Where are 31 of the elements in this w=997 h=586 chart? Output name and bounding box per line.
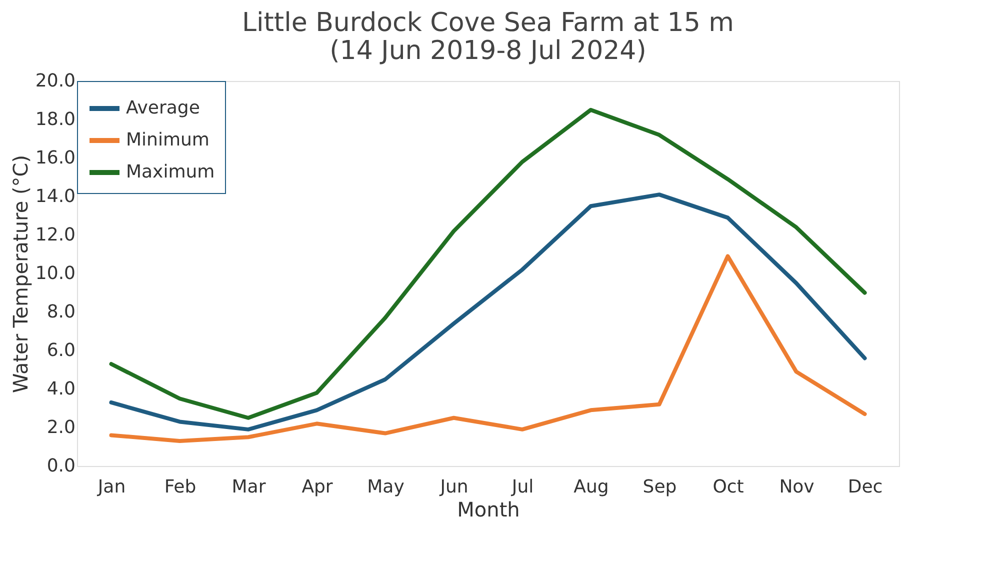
x-tick-label: Dec xyxy=(848,476,883,498)
y-tick-label: 6.0 xyxy=(46,340,76,361)
y-tick-label: 0.0 xyxy=(46,456,76,476)
x-tick-label: Aug xyxy=(574,476,609,498)
chart-title: Little Burdock Cove Sea Farm at 15 m (14 Jun 2019-8 Jul 2024) xyxy=(242,8,734,66)
y-tick-label: 18.0 xyxy=(35,109,76,130)
x-tick-label: Apr xyxy=(302,476,334,498)
x-tick-label: Mar xyxy=(232,476,266,498)
x-tick-label: Jun xyxy=(439,476,468,498)
y-tick-label: 20.0 xyxy=(35,70,76,92)
y-tick-label: 16.0 xyxy=(35,148,76,168)
y-tick-label: 10.0 xyxy=(35,263,76,284)
y-tick-label: 2.0 xyxy=(46,417,76,438)
line-series xyxy=(109,192,867,432)
y-tick-label: 8.0 xyxy=(46,302,76,322)
legend-label: Maximum xyxy=(126,162,215,182)
x-axis-title: Month xyxy=(457,498,520,522)
x-tick-label: Feb xyxy=(164,476,196,498)
x-tick-label: Jul xyxy=(510,476,534,498)
line-series xyxy=(109,254,867,443)
y-tick-label: 14.0 xyxy=(35,186,76,207)
x-tick-label: Jan xyxy=(96,476,126,498)
legend-label: Minimum xyxy=(126,130,210,150)
legend-label: Average xyxy=(126,98,200,118)
x-tick-label: Sep xyxy=(642,476,677,498)
x-tick-label: Oct xyxy=(712,476,744,498)
x-tick-label: Nov xyxy=(779,476,815,498)
y-axis-title: Water Temperature (°C) xyxy=(8,154,32,394)
y-tick-label: 4.0 xyxy=(46,378,76,400)
x-tick-label: May xyxy=(367,476,405,498)
y-tick-label: 12.0 xyxy=(35,224,76,246)
